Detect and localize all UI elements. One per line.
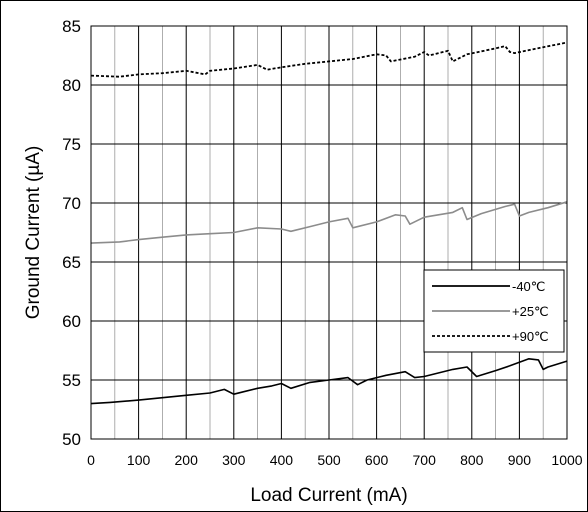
x-tick-label: 900 bbox=[508, 452, 532, 468]
x-tick-label: 200 bbox=[175, 452, 199, 468]
series-layer bbox=[90, 41, 568, 405]
legend-label-3: +90℃ bbox=[512, 329, 549, 344]
legend-label-1: -40℃ bbox=[512, 279, 545, 294]
y-tick-label: 60 bbox=[62, 312, 81, 331]
series-line-3 bbox=[90, 41, 568, 78]
plot-area-border bbox=[90, 25, 568, 440]
x-tick-label: 400 bbox=[270, 452, 294, 468]
x-tick-label: 1000 bbox=[551, 452, 582, 468]
y-tick-label: 70 bbox=[62, 194, 81, 213]
legend-label-2: +25℃ bbox=[512, 304, 549, 319]
y-tick-label: 50 bbox=[62, 430, 81, 449]
y-tick-label: 75 bbox=[62, 135, 81, 154]
x-tick-label: 100 bbox=[127, 452, 151, 468]
y-tick-label: 55 bbox=[62, 371, 81, 390]
x-tick-label: 500 bbox=[317, 452, 341, 468]
grid-lines bbox=[90, 25, 568, 440]
x-tick-label: 300 bbox=[222, 452, 246, 468]
x-tick-label: 800 bbox=[460, 452, 484, 468]
x-tick-label: 0 bbox=[87, 452, 95, 468]
x-tick-label: 600 bbox=[365, 452, 389, 468]
y-tick-label: 80 bbox=[62, 76, 81, 95]
y-tick-label: 85 bbox=[62, 17, 81, 36]
y-tick-label: 65 bbox=[62, 253, 81, 272]
x-axis-ticks: 0 100 200 300 400 500 600 700 800 900 1000 bbox=[87, 452, 583, 468]
y-axis-ticks: 50 55 60 65 70 75 80 85 bbox=[62, 17, 81, 449]
y-axis-label: Ground Current (µA) bbox=[23, 146, 44, 320]
legend: -40℃ +25℃ +90℃ bbox=[423, 269, 565, 353]
series-line-1 bbox=[90, 357, 568, 405]
series-line-2 bbox=[90, 201, 568, 244]
x-tick-label: 700 bbox=[413, 452, 437, 468]
x-axis-label: Load Current (mA) bbox=[250, 485, 407, 506]
